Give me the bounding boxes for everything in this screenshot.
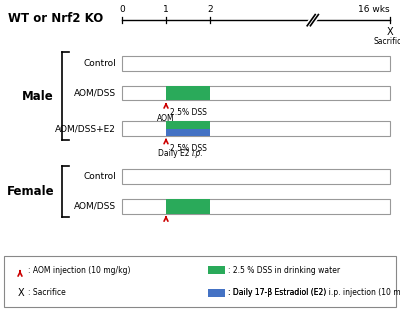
Text: : Daily 17-β Estradiol (E2) i.p. injection (10 mg/kg): : Daily 17-β Estradiol (E2) i.p. injecti… [228, 288, 400, 297]
Bar [166, 199, 210, 214]
Text: : Sacrifice: : Sacrifice [28, 288, 66, 297]
Bar [208, 266, 225, 274]
Text: 1: 1 [163, 5, 169, 14]
Text: Daily E2: Daily E2 [158, 149, 192, 158]
Bar [166, 121, 210, 136]
Text: : Daily 17-β Estradiol (E2) i.p. injection (10 mg/kg): : Daily 17-β Estradiol (E2) i.p. injecti… [228, 288, 400, 297]
Bar [122, 56, 390, 71]
Text: Sacrifice: Sacrifice [374, 37, 400, 46]
Text: : AOM injection (10 mg/kg): : AOM injection (10 mg/kg) [28, 266, 130, 275]
Text: X: X [18, 288, 24, 298]
Bar [122, 169, 390, 184]
Text: i.p.: i.p. [192, 149, 204, 158]
Bar [122, 199, 390, 214]
Bar [4, 256, 396, 307]
Text: : 2.5 % DSS in drinking water: : 2.5 % DSS in drinking water [228, 266, 340, 275]
Text: 2: 2 [207, 5, 213, 14]
Text: 2.5% DSS: 2.5% DSS [170, 108, 206, 117]
Bar [166, 86, 210, 100]
Bar [208, 289, 225, 297]
Text: : Daily 17-β Estradiol (E2) ​​​​​​​​​​​​​​​​injection (10 mg/kg): : Daily 17-β Estradiol (E2) ​​​​​​​​​​​​… [228, 288, 400, 297]
Text: AOM/DSS+E2: AOM/DSS+E2 [55, 124, 116, 133]
Bar [122, 121, 390, 136]
Text: AOM/DSS: AOM/DSS [74, 202, 116, 211]
Bar [122, 86, 390, 100]
Text: WT or Nrf2 KO: WT or Nrf2 KO [8, 12, 103, 25]
Text: AOM/DSS: AOM/DSS [74, 88, 116, 98]
Text: 2.5% DSS: 2.5% DSS [170, 144, 206, 153]
Text: : Daily 17-β Estradiol (E2): : Daily 17-β Estradiol (E2) [228, 288, 329, 297]
Text: X: X [387, 27, 393, 37]
Text: Control: Control [83, 172, 116, 181]
Text: Female: Female [6, 185, 54, 198]
Bar [166, 129, 210, 136]
Text: 16 wks: 16 wks [358, 5, 390, 14]
Text: Control: Control [83, 59, 116, 68]
Text: 0: 0 [119, 5, 125, 14]
Text: Male: Male [22, 90, 54, 103]
Text: AOM: AOM [157, 114, 175, 123]
